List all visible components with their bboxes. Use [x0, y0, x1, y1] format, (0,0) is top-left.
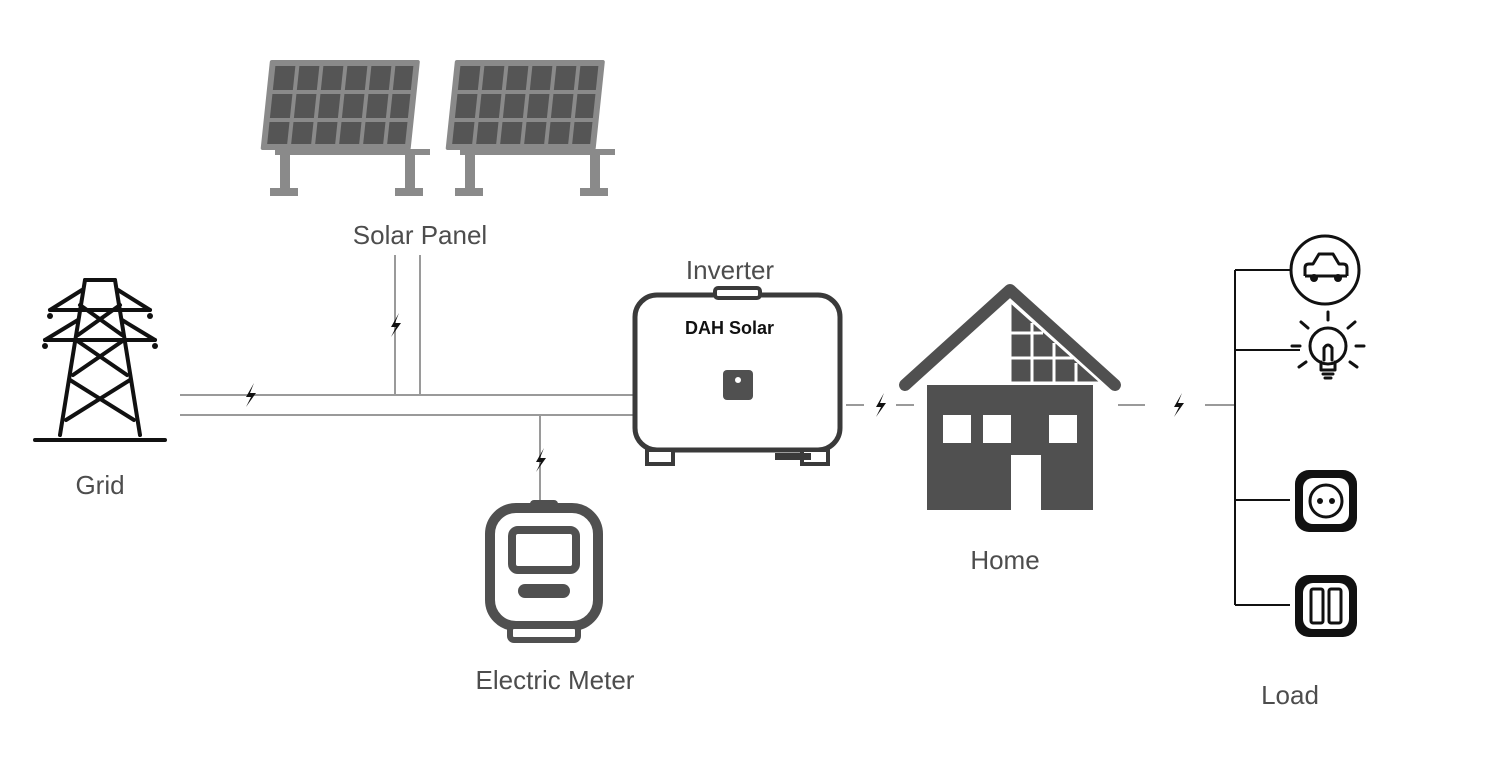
bolt-icon: [246, 383, 256, 407]
load-bus: [1235, 270, 1300, 605]
load-bulb-icon: [1292, 312, 1364, 378]
electric-meter-icon: [490, 500, 598, 640]
bolt-icon: [1174, 393, 1184, 417]
solar-panel-icon: [446, 60, 615, 196]
inverter-brand: DAH Solar: [685, 318, 774, 338]
grid-icon: [35, 280, 165, 440]
diagram-canvas: DAH Solar: [0, 0, 1500, 775]
bolt-icon: [876, 393, 886, 417]
load-car-icon: [1291, 236, 1359, 304]
solar-panel-icon: [261, 60, 430, 196]
load-outlet-icon: [1295, 470, 1357, 532]
load-switch-icon: [1295, 575, 1357, 637]
inverter-icon: DAH Solar: [635, 288, 840, 464]
home-icon: [905, 290, 1115, 510]
bus-lines: [180, 395, 635, 415]
